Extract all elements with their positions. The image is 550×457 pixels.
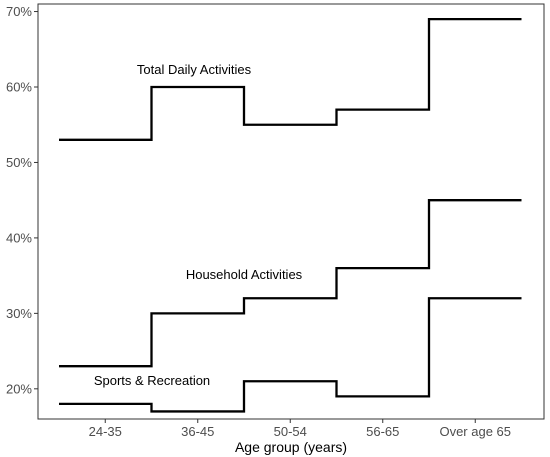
y-tick-label: 40% xyxy=(6,230,32,245)
series-group xyxy=(59,17,522,413)
x-tick-label: Over age 65 xyxy=(439,424,511,439)
x-tick-label: 24-35 xyxy=(89,424,122,439)
y-tick-label: 70% xyxy=(6,4,32,19)
y-axis: 20% 30% 40% 50% 60% 70% xyxy=(6,4,38,396)
y-tick-label: 60% xyxy=(6,80,32,95)
y-tick-label: 20% xyxy=(6,381,32,396)
series-annotation-1: Household Activities xyxy=(186,267,303,282)
x-tick-label: 56-65 xyxy=(366,424,399,439)
series-line-1 xyxy=(59,199,522,368)
y-tick-label: 50% xyxy=(6,155,32,170)
series-annotation-2: Sports & Recreation xyxy=(94,373,210,388)
plot-panel xyxy=(37,3,545,420)
x-tick-label: 50-54 xyxy=(274,424,307,439)
series-line-0 xyxy=(59,17,522,141)
series-annotation-0: Total Daily Activities xyxy=(137,62,252,77)
x-axis: 24-35 36-45 50-54 56-65 Over age 65 xyxy=(89,419,511,439)
x-axis-title: Age group (years) xyxy=(235,439,347,455)
y-tick-label: 30% xyxy=(6,306,32,321)
series-line-2 xyxy=(59,297,522,413)
x-tick-label: 36-45 xyxy=(181,424,214,439)
annotation-group: Total Daily Activities Household Activiti… xyxy=(94,62,303,388)
